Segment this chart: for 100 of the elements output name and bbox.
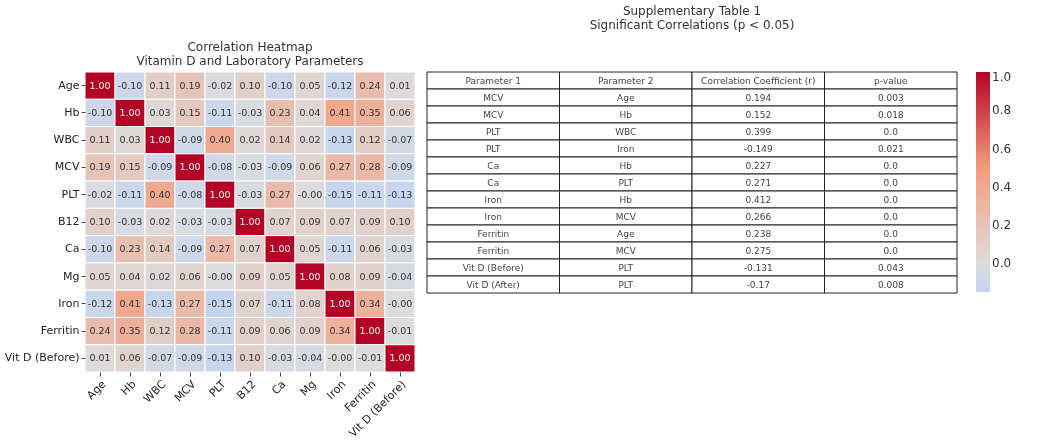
- data-label: 0.19: [89, 161, 111, 173]
- text: Ca: [487, 177, 500, 188]
- data-label: 1.00: [329, 297, 351, 309]
- data-label: 0.07: [239, 297, 261, 309]
- data-label: 0.27: [179, 297, 201, 309]
- text: Hb: [619, 160, 633, 171]
- data-label: -0.03: [177, 216, 203, 227]
- text: Supplementary Table 1: [622, 3, 762, 18]
- data-label: 0.19: [179, 79, 201, 91]
- text: 0.043: [877, 262, 904, 273]
- data-label: -0.10: [267, 79, 293, 91]
- data-label: 0.12: [359, 134, 381, 146]
- color-bar-label: 0.4: [992, 179, 1012, 194]
- x-tick-label: Ca: [269, 377, 289, 398]
- text: 0.238: [745, 228, 772, 239]
- x-tick-label: Age: [84, 377, 109, 403]
- data-label: -0.09: [177, 352, 203, 364]
- data-label: 0.05: [89, 270, 111, 282]
- y-tick-label: WBC: [53, 133, 80, 147]
- data-label: 0.02: [299, 134, 321, 146]
- data-label: -0.03: [237, 161, 263, 173]
- data-label: 0.11: [149, 79, 171, 91]
- data-label: 0.09: [239, 325, 261, 337]
- text: 0.399: [745, 126, 772, 137]
- data-label: 0.08: [329, 270, 351, 282]
- data-label: -0.03: [207, 216, 233, 227]
- data-label: -0.11: [357, 188, 383, 200]
- data-label: 0.28: [179, 325, 201, 337]
- data-label: -0.15: [327, 188, 353, 200]
- data-label: -0.09: [267, 161, 293, 173]
- y-tick-label: Mg: [63, 269, 80, 283]
- data-label: 0.28: [359, 161, 381, 173]
- y-tick-label: Ferritin: [40, 324, 80, 338]
- data-label: 0.02: [149, 270, 171, 282]
- data-label: -0.12: [327, 79, 353, 91]
- y-tick-label: Vit D (Before): [4, 351, 80, 365]
- data-label: 0.35: [119, 325, 141, 337]
- y-tick-label: Age: [58, 78, 80, 92]
- data-label: -0.01: [357, 352, 383, 364]
- text: 0.0: [883, 177, 899, 188]
- data-label: 0.06: [359, 243, 381, 255]
- data-label: -0.02: [207, 79, 233, 91]
- data-label: 0.04: [299, 106, 321, 118]
- data-label: -0.00: [297, 188, 323, 200]
- data-label: 1.00: [209, 188, 231, 200]
- data-label: 0.14: [149, 243, 171, 255]
- data-label: -0.13: [327, 134, 353, 146]
- data-label: 0.09: [359, 270, 381, 282]
- text: MCV: [615, 211, 637, 222]
- data-label: -0.11: [267, 297, 293, 309]
- data-label: 0.09: [299, 216, 321, 227]
- text: Age: [617, 92, 635, 103]
- text: Hb: [619, 194, 633, 205]
- data-label: -0.00: [207, 270, 233, 282]
- color-bar-label: 1.0: [992, 70, 1012, 84]
- data-label: 0.12: [149, 325, 171, 337]
- data-label: 0.34: [359, 297, 381, 309]
- data-label: 0.07: [269, 216, 291, 227]
- data-label: -0.03: [117, 216, 143, 227]
- y-tick-label: Iron: [58, 296, 80, 310]
- text: 0.194: [745, 92, 772, 103]
- text: 0.412: [745, 194, 772, 205]
- text: 0.021: [877, 143, 904, 154]
- data-label: -0.15: [207, 297, 233, 309]
- data-label: 1.00: [179, 161, 201, 173]
- data-label: -0.00: [327, 352, 353, 364]
- text: 0.018: [877, 109, 904, 120]
- text: Ferritin: [477, 228, 510, 239]
- text: 0.227: [745, 160, 772, 171]
- text: Vit D (Before): [462, 262, 524, 273]
- data-label: -0.07: [387, 134, 413, 146]
- chart-subtitle: Vitamin D and Laboratory Parameters: [136, 53, 364, 68]
- color-bar-label: 0.6: [992, 141, 1012, 156]
- data-label: 0.08: [299, 297, 321, 309]
- data-label: 1.00: [149, 134, 171, 146]
- data-label: -0.01: [387, 325, 413, 337]
- text: Age: [617, 228, 635, 239]
- data-label: 1.00: [89, 79, 111, 91]
- data-label: 0.27: [209, 243, 231, 255]
- data-label: 0.07: [239, 243, 261, 255]
- text: -0.17: [746, 279, 770, 290]
- data-label: -0.09: [177, 134, 203, 146]
- data-label: -0.09: [147, 161, 173, 173]
- y-tick-label: B12: [57, 215, 80, 228]
- text: 0.0: [883, 160, 899, 171]
- data-label: 0.40: [209, 134, 231, 146]
- data-label: 0.06: [389, 106, 411, 118]
- y-tick-label: PLT: [61, 187, 80, 201]
- data-label: -0.04: [387, 270, 413, 282]
- text: Ca: [487, 160, 500, 171]
- data-label: 0.24: [89, 325, 111, 337]
- data-label: 0.35: [359, 106, 381, 118]
- text: Iron: [617, 143, 635, 154]
- data-label: -0.11: [207, 325, 233, 337]
- text: 0.0: [883, 245, 899, 256]
- data-label: 0.15: [179, 106, 201, 118]
- text: Vit D (After): [466, 279, 520, 290]
- category-label: Parameter 1: [465, 75, 521, 86]
- text: 0.0: [883, 194, 899, 205]
- x-tick-label: Mg: [297, 377, 319, 399]
